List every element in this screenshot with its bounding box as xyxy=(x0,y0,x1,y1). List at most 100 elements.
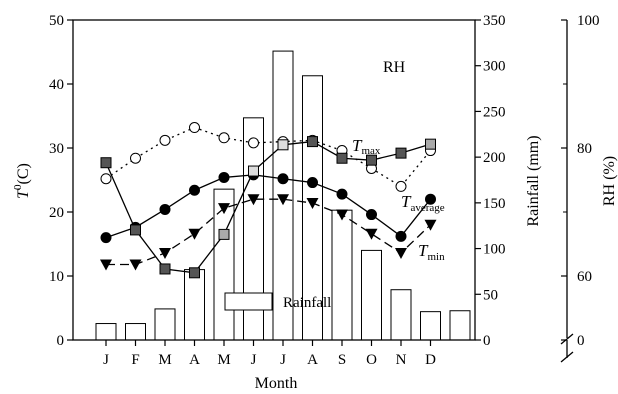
rainfall-tick-label: 150 xyxy=(483,196,506,212)
rh-point xyxy=(307,136,318,148)
rainfall-tick-label: 300 xyxy=(483,59,506,75)
rainfall-bar xyxy=(125,323,146,341)
tmin-point xyxy=(306,198,319,210)
tmax-point xyxy=(189,122,200,134)
tmin-point xyxy=(159,247,171,259)
rainfall-tick-label: 0 xyxy=(483,333,491,349)
taverage-point xyxy=(425,193,436,205)
tmin-point xyxy=(218,203,230,215)
month-label: N xyxy=(396,352,407,368)
taverage-point xyxy=(100,232,112,244)
month-label: J xyxy=(251,352,257,368)
taverage-point xyxy=(336,188,348,200)
rainfall-tick-label: 50 xyxy=(483,287,498,303)
rh-point xyxy=(366,154,377,166)
legend: Rainfall xyxy=(224,292,331,311)
rainfall-bar xyxy=(154,308,176,341)
taverage-point xyxy=(307,177,318,189)
tmax-point xyxy=(395,180,407,192)
rainfall-bar xyxy=(420,311,441,341)
month-label: S xyxy=(338,352,346,368)
temperature-tick-label: 30 xyxy=(49,141,64,157)
rh-point xyxy=(189,267,200,279)
taverage-point xyxy=(366,209,377,221)
rainfall-bar xyxy=(449,310,471,341)
rh-tick-label: 60 xyxy=(577,269,592,285)
rh-axis-title: RH (%) xyxy=(601,156,618,206)
tmin-line xyxy=(106,198,431,266)
legend-rainfall-label: Rainfall xyxy=(283,295,331,311)
rainfall-bar xyxy=(95,323,117,341)
taverage-series-label: Taverage xyxy=(401,192,445,214)
taverage-line xyxy=(105,174,432,239)
rh-tick-label: 100 xyxy=(577,13,600,29)
taverage-point xyxy=(159,203,171,215)
rh-point xyxy=(336,152,348,164)
axis-break-mark xyxy=(560,351,574,363)
tmax-line xyxy=(105,126,432,188)
axis-titles: Month T0(C) Rainfall (mm) RH (%) xyxy=(12,135,618,392)
axis-break-mark xyxy=(560,333,574,345)
rainfall-bar xyxy=(390,289,412,341)
rainfall-tick-label: 100 xyxy=(483,242,506,258)
taverage-point xyxy=(277,173,289,185)
month-label: J xyxy=(103,352,109,368)
x-axis-title: Month xyxy=(255,375,298,392)
month-label: J xyxy=(280,352,286,368)
temperature-axis-title: T0(C) xyxy=(12,163,32,199)
temperature-tick-label: 20 xyxy=(49,205,64,221)
rainfall-axis-title: Rainfall (mm) xyxy=(525,135,542,226)
month-label: A xyxy=(189,352,200,368)
tmax-point xyxy=(159,134,171,146)
taverage-point xyxy=(218,171,230,183)
rainfall-bar xyxy=(331,209,353,341)
taverage-point xyxy=(395,230,407,242)
taverage-point xyxy=(189,184,200,196)
tmin-point xyxy=(424,219,437,231)
tmax-series-label: Tmax xyxy=(352,136,381,157)
tmin-point xyxy=(395,247,407,259)
rh-point xyxy=(425,138,436,150)
tmax-point xyxy=(248,137,259,149)
axes: 0 10 20 30 40 50 0 50 100 150 200 250 300 350 J F M A M J J A… xyxy=(49,13,600,368)
month-label: D xyxy=(425,352,436,368)
tmax-point xyxy=(130,152,141,164)
rh-tick-label: 0 xyxy=(577,333,585,349)
rainfall-bar xyxy=(361,249,382,341)
rh-point xyxy=(395,147,407,159)
temperature-tick-label: 10 xyxy=(49,269,64,285)
tmin-point xyxy=(129,259,142,271)
month-label: M xyxy=(217,352,230,368)
rainfall-tick-label: 200 xyxy=(483,150,506,166)
rh-point xyxy=(277,139,289,151)
month-label: O xyxy=(366,352,377,368)
month-label: F xyxy=(131,352,139,368)
tmax-point xyxy=(100,173,112,185)
month-label: A xyxy=(307,352,318,368)
tmin-series-label: Tmin xyxy=(418,241,445,263)
rh-point xyxy=(248,165,259,177)
temperature-lines xyxy=(100,122,437,279)
tmin-point xyxy=(188,228,201,240)
rainfall-tick-label: 350 xyxy=(483,13,506,29)
rh-point xyxy=(100,157,112,169)
rainfall-tick-label: 250 xyxy=(483,104,506,120)
rh-tick-label: 80 xyxy=(577,141,592,157)
tmin-point xyxy=(365,228,378,240)
tmin-point xyxy=(100,259,112,271)
series-annotations: RH Tmax Taverage Tmin xyxy=(352,59,445,263)
rh-point xyxy=(218,228,230,240)
month-label: M xyxy=(158,352,171,368)
temperature-tick-label: 50 xyxy=(49,13,64,29)
tmin-point xyxy=(336,209,348,221)
tmin-point xyxy=(277,194,289,206)
temperature-tick-label: 0 xyxy=(57,333,65,349)
rh-series-label: RH xyxy=(383,59,406,76)
plot-frame xyxy=(72,19,476,341)
temperature-tick-label: 40 xyxy=(49,77,64,93)
rh-point xyxy=(159,263,171,275)
legend-rainfall-swatch xyxy=(224,292,273,311)
tmax-point xyxy=(218,132,230,144)
rainfall-bar xyxy=(184,269,205,341)
